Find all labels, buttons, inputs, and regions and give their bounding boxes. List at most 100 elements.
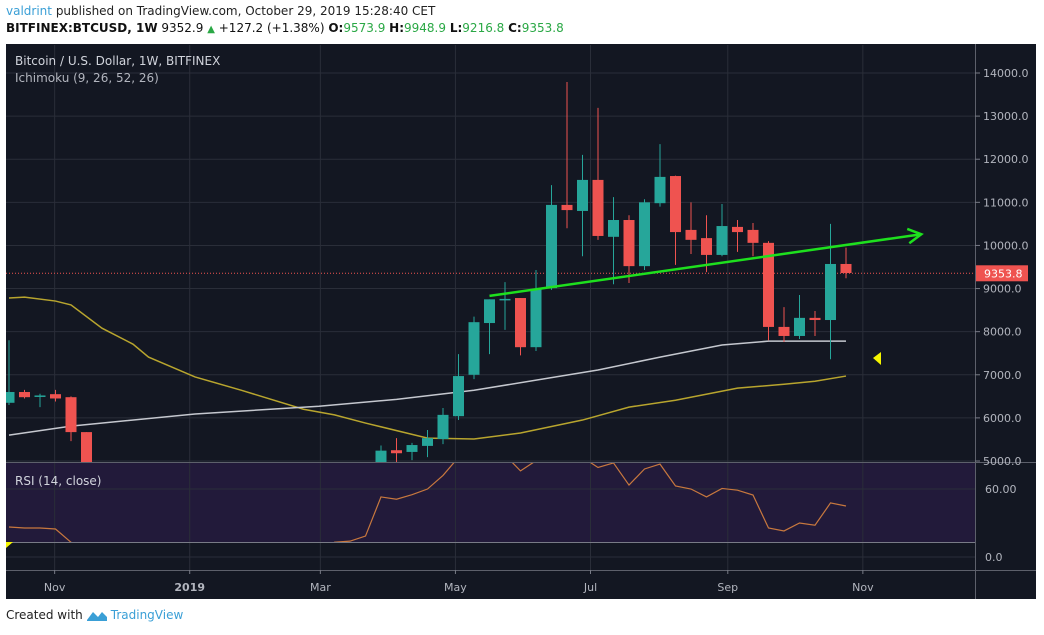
last-price-tag-label: 9353.8: [984, 267, 1023, 280]
candle: [50, 389, 61, 402]
tradingview-link[interactable]: TradingView: [110, 608, 184, 622]
high-value: 9948.9: [404, 21, 447, 35]
footer: Created with TradingView: [6, 608, 183, 622]
candle-body: [716, 226, 728, 255]
candle: [732, 220, 743, 252]
candle-body: [50, 394, 61, 399]
candle-body: [19, 392, 30, 398]
candle-body: [6, 392, 15, 403]
price-tick-label: 7000.0: [983, 369, 1022, 382]
candle-body: [391, 450, 402, 454]
candle-body: [794, 317, 805, 336]
candle: [778, 307, 790, 343]
candle-body: [530, 288, 542, 348]
candle-body: [546, 204, 557, 289]
candle-body: [484, 299, 495, 324]
candle: [701, 215, 712, 273]
candle: [468, 316, 480, 380]
time-tick-label: Mar: [310, 581, 331, 594]
candle-body: [422, 438, 433, 446]
tradingview-logo-icon: [86, 612, 107, 621]
candle: [406, 442, 418, 461]
candle: [19, 389, 30, 399]
candle-body: [639, 202, 650, 267]
author-link[interactable]: valdrint: [6, 4, 52, 18]
candle: [453, 354, 464, 421]
rsi-band: [6, 463, 975, 542]
candle-body: [592, 179, 604, 236]
last-price-tag: [976, 265, 1028, 282]
candle-body: [577, 179, 588, 211]
symbol: BITFINEX:BTCUSD, 1W: [6, 21, 158, 35]
candle: [747, 223, 759, 257]
candle: [65, 396, 77, 442]
time-tick-label: Sep: [717, 581, 738, 594]
candle: [515, 298, 526, 356]
candle: [530, 270, 542, 352]
grid: [6, 45, 975, 570]
open-value: 9573.9: [343, 21, 386, 35]
candle-body: [654, 176, 666, 204]
candle: [623, 215, 635, 283]
rsi-marker-icon: [6, 542, 13, 548]
candle-body: [840, 263, 852, 274]
candle: [6, 340, 15, 405]
price-tick-label: 12000.0: [983, 153, 1029, 166]
candle: [763, 241, 774, 341]
rsi-line: [8, 463, 847, 542]
candle-body: [34, 395, 46, 397]
candle: [685, 202, 697, 255]
price-change: +127.2 (+1.38%): [218, 21, 325, 35]
rsi-label[interactable]: RSI (14, close): [15, 474, 101, 488]
axes: 14000.0 13000.0 12000.0 11000.0 10000.0 9000.…: [44, 67, 1029, 594]
candle-body: [468, 322, 480, 375]
candle: [546, 185, 557, 290]
candle-body: [763, 242, 774, 327]
low-label: L:: [449, 21, 463, 35]
close-label: C:: [508, 21, 522, 35]
candle-body: [437, 414, 449, 440]
candle-body: [809, 317, 821, 321]
time-tick-label: Nov: [44, 581, 66, 594]
arrow-head-icon: [906, 227, 924, 245]
candle: [437, 407, 449, 445]
price-tick-label: 14000.0: [983, 67, 1029, 80]
candle-body: [375, 450, 387, 462]
price-tick-label: 13000.0: [983, 110, 1029, 123]
candle: [809, 310, 821, 336]
marker-triangle-icon: [873, 352, 881, 365]
created-with-text: Created with: [6, 608, 83, 622]
time-tick-label: 2019: [174, 581, 205, 594]
candle: [592, 107, 604, 240]
candle-body: [732, 226, 743, 233]
low-value: 9216.8: [462, 21, 505, 35]
indicator-label[interactable]: Ichimoku (9, 26, 52, 26): [15, 71, 159, 85]
price-chart[interactable]: 14000.0 13000.0 12000.0 11000.0 10000.0 9000.…: [0, 0, 1044, 605]
candle-body: [561, 204, 573, 211]
candle-body: [515, 298, 526, 348]
high-label: H:: [389, 21, 405, 35]
price-tick-label: 8000.0: [983, 326, 1022, 339]
up-arrow-icon: ▲: [207, 24, 215, 35]
symbol-info: BITFINEX:BTCUSD, 1W 9352.9 ▲ +127.2 (+1.…: [6, 21, 564, 35]
candle: [608, 197, 619, 285]
candle: [654, 144, 666, 207]
publish-info: valdrint published on TradingView.com, O…: [6, 4, 435, 18]
candle-body: [670, 176, 681, 233]
candle: [422, 429, 433, 458]
candle: [34, 393, 46, 408]
candle-body: [685, 229, 697, 240]
open-label: O:: [328, 21, 344, 35]
price-tick-label: 5000.0: [983, 455, 1022, 468]
candle: [81, 432, 92, 462]
candle-body: [747, 229, 759, 243]
candle: [561, 82, 573, 229]
price-tick-label: 11000.0: [983, 196, 1029, 209]
ichimoku-gray-line: [8, 340, 846, 436]
candle-body: [778, 326, 790, 336]
trendline-arrow: [489, 227, 924, 298]
candle-body: [701, 238, 712, 255]
candle: [577, 154, 588, 257]
candle-body: [81, 432, 92, 462]
candle: [639, 199, 650, 271]
